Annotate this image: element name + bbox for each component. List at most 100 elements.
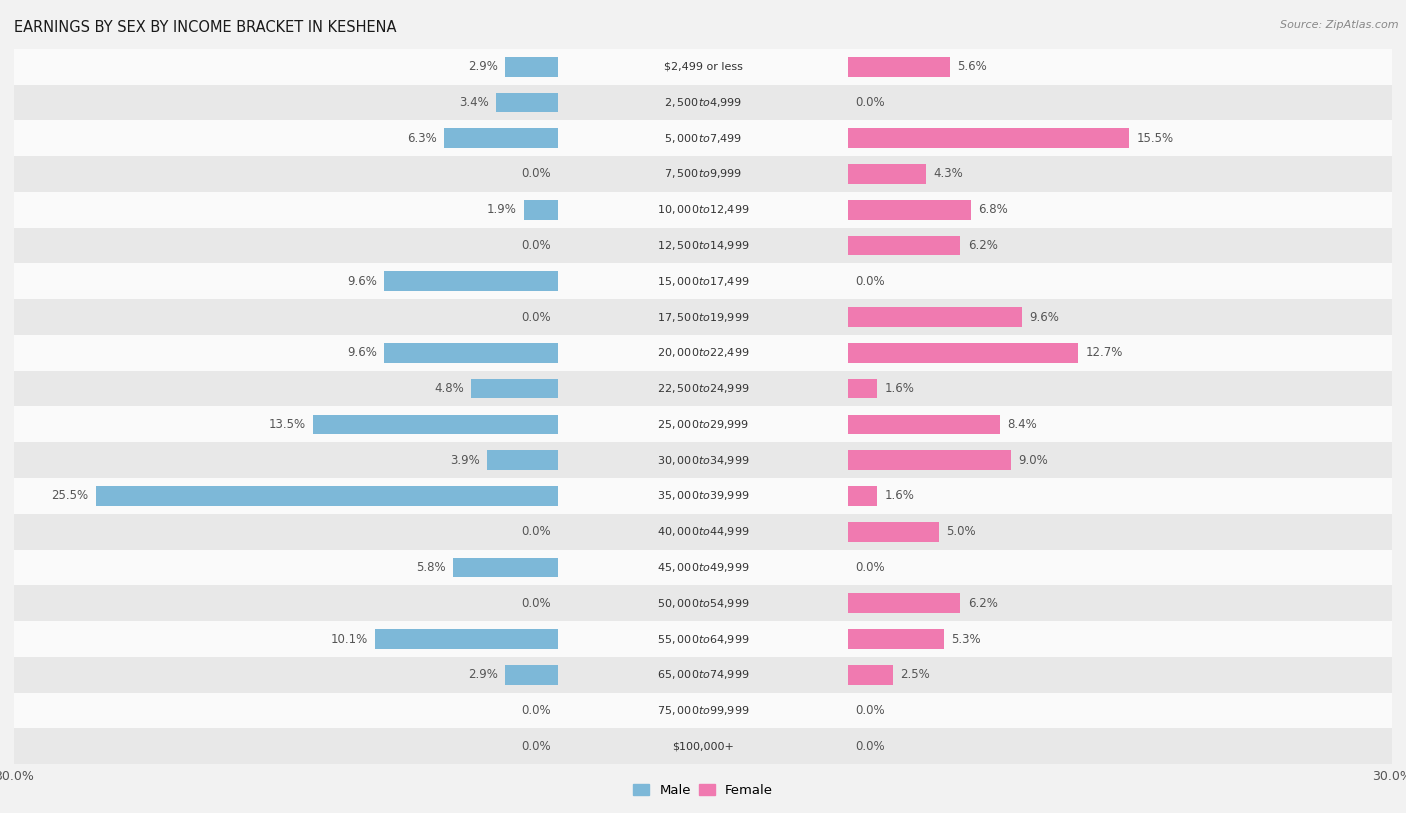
- Text: 1.9%: 1.9%: [486, 203, 516, 216]
- Text: 6.2%: 6.2%: [967, 239, 998, 252]
- Text: 5.0%: 5.0%: [946, 525, 976, 538]
- Bar: [96, 486, 558, 506]
- Bar: [384, 272, 558, 291]
- Bar: [848, 128, 1129, 148]
- Bar: [14, 156, 1392, 192]
- Bar: [14, 728, 1392, 764]
- Text: 5.3%: 5.3%: [952, 633, 981, 646]
- Bar: [523, 200, 558, 220]
- Bar: [848, 200, 972, 220]
- Text: 0.0%: 0.0%: [522, 167, 551, 180]
- Text: 2.9%: 2.9%: [468, 668, 498, 681]
- Bar: [848, 307, 1022, 327]
- Text: $7,500 to $9,999: $7,500 to $9,999: [664, 167, 742, 180]
- Text: 2.5%: 2.5%: [901, 668, 931, 681]
- Bar: [848, 164, 927, 184]
- Text: $12,500 to $14,999: $12,500 to $14,999: [657, 239, 749, 252]
- Legend: Male, Female: Male, Female: [633, 784, 773, 797]
- Bar: [444, 128, 558, 148]
- Text: 6.3%: 6.3%: [406, 132, 436, 145]
- Bar: [505, 57, 558, 76]
- Bar: [14, 621, 1392, 657]
- Bar: [14, 192, 1392, 228]
- Text: 0.0%: 0.0%: [855, 704, 884, 717]
- Text: 5.8%: 5.8%: [416, 561, 446, 574]
- Text: $25,000 to $29,999: $25,000 to $29,999: [657, 418, 749, 431]
- Bar: [14, 120, 1392, 156]
- Text: 3.9%: 3.9%: [450, 454, 479, 467]
- Bar: [848, 236, 960, 255]
- Text: 0.0%: 0.0%: [855, 561, 884, 574]
- Text: 0.0%: 0.0%: [855, 275, 884, 288]
- Text: 9.6%: 9.6%: [347, 275, 377, 288]
- Text: 0.0%: 0.0%: [522, 525, 551, 538]
- Text: 5.6%: 5.6%: [957, 60, 987, 73]
- Text: $45,000 to $49,999: $45,000 to $49,999: [657, 561, 749, 574]
- Text: $2,500 to $4,999: $2,500 to $4,999: [664, 96, 742, 109]
- Bar: [848, 665, 893, 685]
- Text: $50,000 to $54,999: $50,000 to $54,999: [657, 597, 749, 610]
- Text: 13.5%: 13.5%: [269, 418, 307, 431]
- Text: 0.0%: 0.0%: [522, 740, 551, 753]
- Bar: [488, 450, 558, 470]
- Bar: [14, 585, 1392, 621]
- Bar: [848, 57, 949, 76]
- Bar: [848, 343, 1078, 363]
- Text: 25.5%: 25.5%: [51, 489, 89, 502]
- Text: $5,000 to $7,499: $5,000 to $7,499: [664, 132, 742, 145]
- Text: 2.9%: 2.9%: [468, 60, 498, 73]
- Text: $75,000 to $99,999: $75,000 to $99,999: [657, 704, 749, 717]
- Text: $17,500 to $19,999: $17,500 to $19,999: [657, 311, 749, 324]
- Bar: [14, 478, 1392, 514]
- Bar: [848, 415, 1000, 434]
- Text: 4.3%: 4.3%: [934, 167, 963, 180]
- Text: EARNINGS BY SEX BY INCOME BRACKET IN KESHENA: EARNINGS BY SEX BY INCOME BRACKET IN KES…: [14, 20, 396, 35]
- Bar: [505, 665, 558, 685]
- Bar: [848, 450, 1011, 470]
- Bar: [453, 558, 558, 577]
- Bar: [848, 629, 945, 649]
- Text: 0.0%: 0.0%: [855, 740, 884, 753]
- Text: 15.5%: 15.5%: [1136, 132, 1174, 145]
- Text: $30,000 to $34,999: $30,000 to $34,999: [657, 454, 749, 467]
- Text: $2,499 or less: $2,499 or less: [664, 62, 742, 72]
- Bar: [14, 49, 1392, 85]
- Bar: [14, 371, 1392, 406]
- Text: 6.2%: 6.2%: [967, 597, 998, 610]
- Bar: [496, 93, 558, 112]
- Text: $15,000 to $17,499: $15,000 to $17,499: [657, 275, 749, 288]
- Text: 1.6%: 1.6%: [884, 382, 914, 395]
- Bar: [14, 550, 1392, 585]
- Bar: [848, 486, 877, 506]
- Bar: [314, 415, 558, 434]
- Text: 0.0%: 0.0%: [522, 597, 551, 610]
- Text: 0.0%: 0.0%: [522, 311, 551, 324]
- Bar: [384, 343, 558, 363]
- Text: 8.4%: 8.4%: [1008, 418, 1038, 431]
- Text: 9.6%: 9.6%: [347, 346, 377, 359]
- Text: 0.0%: 0.0%: [522, 239, 551, 252]
- Text: $22,500 to $24,999: $22,500 to $24,999: [657, 382, 749, 395]
- Bar: [14, 299, 1392, 335]
- Text: $10,000 to $12,499: $10,000 to $12,499: [657, 203, 749, 216]
- Text: Source: ZipAtlas.com: Source: ZipAtlas.com: [1281, 20, 1399, 30]
- Bar: [14, 406, 1392, 442]
- Bar: [848, 593, 960, 613]
- Bar: [14, 657, 1392, 693]
- Bar: [375, 629, 558, 649]
- Bar: [14, 693, 1392, 728]
- Text: 3.4%: 3.4%: [460, 96, 489, 109]
- Bar: [14, 85, 1392, 120]
- Text: 1.6%: 1.6%: [884, 489, 914, 502]
- Text: $35,000 to $39,999: $35,000 to $39,999: [657, 489, 749, 502]
- Bar: [14, 335, 1392, 371]
- Bar: [14, 442, 1392, 478]
- Bar: [14, 263, 1392, 299]
- Bar: [471, 379, 558, 398]
- Text: 9.6%: 9.6%: [1029, 311, 1059, 324]
- Text: $55,000 to $64,999: $55,000 to $64,999: [657, 633, 749, 646]
- Text: 0.0%: 0.0%: [855, 96, 884, 109]
- Text: 10.1%: 10.1%: [330, 633, 367, 646]
- Bar: [848, 522, 939, 541]
- Text: 12.7%: 12.7%: [1085, 346, 1123, 359]
